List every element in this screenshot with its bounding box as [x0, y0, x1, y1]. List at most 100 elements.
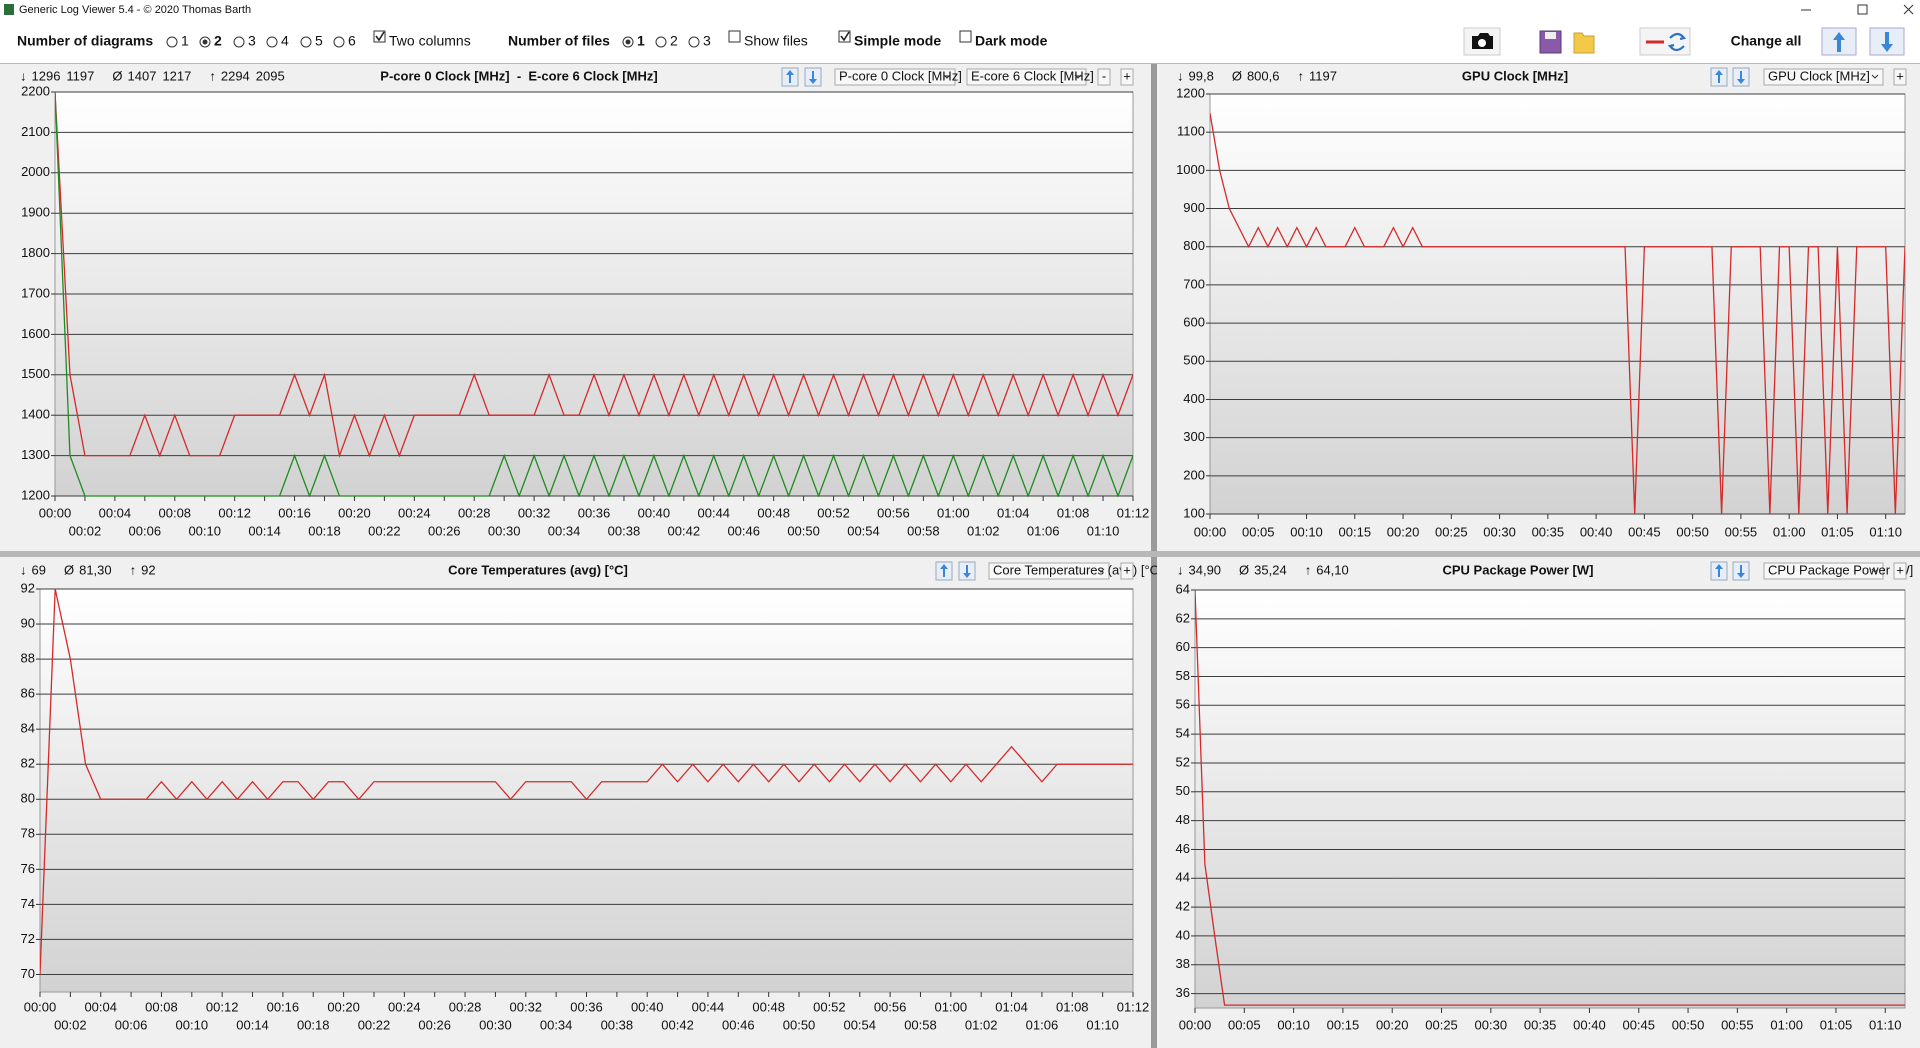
x-tick-label: 00:50 [783, 1017, 816, 1032]
y-tick-label: 82 [21, 756, 35, 771]
stat-value: 35,24 [1254, 562, 1287, 577]
radio-button[interactable] [266, 36, 278, 48]
radio-dot[interactable] [202, 39, 208, 45]
x-tick-label: 00:20 [338, 505, 371, 520]
panel-button[interactable] [1120, 562, 1134, 580]
checkbox[interactable] [728, 30, 741, 43]
dropdown-chevron[interactable] [1871, 74, 1879, 79]
radio-button[interactable] [333, 36, 345, 48]
folder-button[interactable] [1573, 32, 1595, 54]
save-label[interactable] [1545, 32, 1556, 39]
radio-button[interactable] [300, 36, 312, 48]
window-controls[interactable] [1801, 4, 1914, 15]
panel-button-label[interactable]: + [1123, 562, 1131, 577]
x-tick-label: 00:22 [368, 523, 401, 538]
radio-label[interactable]: 3 [703, 33, 711, 49]
arrow-icon[interactable] [1715, 70, 1723, 83]
x-tick-label: 01:02 [967, 523, 1000, 538]
radio-label[interactable]: 2 [670, 33, 678, 49]
dropdown-chevron[interactable] [1074, 74, 1082, 79]
panel-button[interactable] [1893, 562, 1907, 580]
x-tick-label: 00:28 [449, 999, 482, 1014]
y-tick-label: 86 [21, 686, 35, 701]
stat-value: 64,10 [1316, 562, 1349, 577]
radio-label[interactable]: 3 [248, 33, 256, 49]
radio-button[interactable] [166, 36, 178, 48]
x-tick-label: 01:00 [1770, 1017, 1803, 1032]
x-tick-label: 01:05 [1820, 1017, 1853, 1032]
restore[interactable] [1857, 4, 1868, 15]
change-all-label[interactable]: Change all [1731, 33, 1802, 49]
x-tick-label: 00:02 [54, 1017, 87, 1032]
arrow-icon[interactable] [940, 564, 948, 577]
dropdown-text[interactable]: GPU Clock [MHz] [1768, 68, 1870, 83]
panel-button[interactable] [1097, 68, 1111, 86]
arrow-icon[interactable] [1737, 565, 1745, 578]
x-tick-label: 01:10 [1869, 1017, 1902, 1032]
arrow-up[interactable] [1833, 32, 1845, 52]
radio-dot[interactable] [625, 39, 631, 45]
arrow-icon[interactable] [1715, 564, 1723, 577]
radio-button[interactable] [655, 36, 667, 48]
dropdown-chevron[interactable] [1871, 568, 1879, 573]
checkbox-label[interactable]: Dark mode [975, 33, 1048, 49]
dropdown-text[interactable]: E-core 6 Clock [MHz] [971, 68, 1094, 83]
panel-button-label[interactable]: + [1123, 68, 1131, 83]
series-dropdown[interactable] [834, 68, 956, 86]
camera-lens[interactable] [1478, 39, 1486, 47]
y-tick-label: 70 [21, 966, 35, 981]
checkbox[interactable] [959, 30, 972, 43]
dropdown-chevron[interactable] [1097, 568, 1105, 573]
checkmark[interactable] [840, 31, 850, 42]
y-tick-label: 200 [1183, 467, 1205, 482]
arrow-icon[interactable] [1737, 71, 1745, 84]
checkmark[interactable] [375, 31, 385, 42]
checkbox[interactable] [373, 30, 386, 43]
checkbox-label[interactable]: Two columns [389, 33, 471, 49]
y-tick-label: 48 [1176, 812, 1190, 827]
series-dropdown[interactable] [988, 562, 1110, 580]
dropdown-text[interactable]: CPU Package Power [W] [1768, 562, 1913, 577]
series-dropdown[interactable] [1763, 562, 1884, 580]
x-tick-label: 00:12 [206, 999, 239, 1014]
dropdown-text[interactable]: Core Temperatures (avg) [°C] [993, 562, 1163, 577]
series-dropdown[interactable] [966, 68, 1087, 86]
x-tick-label: 00:16 [278, 505, 311, 520]
radio-label[interactable]: 6 [348, 33, 356, 49]
arrow-icon[interactable] [809, 71, 817, 84]
radio-label[interactable]: 4 [281, 33, 289, 49]
x-tick-label: 00:16 [267, 999, 300, 1014]
checkbox-label[interactable]: Show files [744, 33, 808, 49]
arrow-down[interactable] [1881, 32, 1893, 52]
panel-button[interactable] [1893, 68, 1907, 86]
dropdown-text[interactable]: P-core 0 Clock [MHz] [839, 68, 962, 83]
radio-label[interactable]: 5 [315, 33, 323, 49]
panel-button[interactable] [1120, 68, 1134, 86]
radio-button[interactable] [233, 36, 245, 48]
series-dropdown[interactable] [1763, 68, 1884, 86]
radio-button[interactable] [688, 36, 700, 48]
x-tick-label: 00:44 [692, 999, 725, 1014]
y-tick-label: 80 [21, 791, 35, 806]
arrow-icon[interactable] [963, 565, 971, 578]
panel-button-label[interactable]: - [1102, 68, 1106, 83]
panel-button-label[interactable]: + [1896, 562, 1904, 577]
y-tick-label: 900 [1183, 200, 1205, 215]
x-tick-label: 00:32 [518, 505, 551, 520]
sync-arrows[interactable] [1667, 32, 1687, 52]
panel-button-label[interactable]: + [1896, 68, 1904, 83]
dropdown-chevron[interactable] [943, 74, 951, 79]
x-tick-label: 00:42 [661, 1017, 694, 1032]
x-tick-label: 00:06 [115, 1017, 148, 1032]
radio-label[interactable]: 1 [637, 33, 645, 49]
y-tick-label: 64 [1176, 581, 1190, 596]
arrow-icon[interactable] [786, 70, 794, 83]
close[interactable] [1903, 4, 1914, 15]
radio-label[interactable]: 2 [214, 33, 222, 49]
checkbox[interactable] [838, 30, 851, 43]
radio-label[interactable]: 1 [181, 33, 189, 49]
x-tick-label: 01:06 [1026, 1017, 1059, 1032]
x-tick-label: 00:00 [1179, 1017, 1212, 1032]
checkbox-label[interactable]: Simple mode [854, 33, 941, 49]
toolbar-label: Number of diagrams [17, 33, 153, 49]
